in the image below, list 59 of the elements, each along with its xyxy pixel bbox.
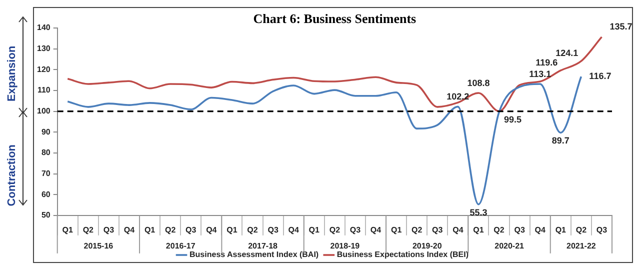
x-tick-label: Q3 [514, 225, 526, 234]
x-tick-label: Q3 [596, 225, 608, 234]
y-tick-label: 70 [41, 168, 51, 178]
data-label: 99.5 [504, 114, 522, 124]
x-tick-label: Q2 [412, 225, 423, 234]
y-tick-label: 130 [36, 44, 51, 54]
x-tick-label: Q4 [288, 225, 300, 234]
x-tick-label: Q4 [452, 225, 464, 234]
x-tick-label: Q2 [82, 225, 94, 234]
data-label: 89.7 [552, 136, 570, 146]
x-tick-label: Q3 [103, 225, 115, 234]
text: 2020-21 [494, 242, 525, 251]
x-tick-label: Q3 [268, 225, 279, 234]
chart-title: Chart 6: Business Sentiments [253, 10, 416, 26]
x-tick-label: Q3 [432, 225, 444, 234]
x-tick-label: Q1 [390, 225, 402, 234]
legend-label: Business Assessment Index (BAI) [190, 250, 319, 260]
x-tick-label: Q2 [247, 225, 258, 234]
x-tick-label: Q1 [555, 225, 567, 234]
y-tick-label: 120 [36, 64, 51, 74]
text: Expansion [6, 46, 18, 102]
x-tick-label: Q2 [164, 225, 176, 234]
text: 2016-17 [166, 242, 196, 251]
y-tick-label: 90 [41, 127, 51, 136]
x-tick-label: Q3 [350, 225, 362, 234]
x-tick-label: Q4 [124, 225, 136, 234]
x-tick-label: Q3 [186, 225, 197, 234]
x-tick-label: Q4 [534, 225, 546, 234]
y-tick-label: 110 [37, 86, 51, 95]
y-tick-label: 140 [36, 23, 51, 32]
x-tick-label: Q1 [144, 225, 156, 234]
y-tick-label: 80 [41, 148, 51, 158]
x-tick-label: Q4 [370, 225, 382, 234]
data-label: 108.8 [467, 78, 490, 88]
x-tick-label: Q1 [473, 225, 484, 234]
x-tick-label: Q1 [226, 225, 238, 234]
y-tick-label: 100 [36, 106, 51, 116]
data-label: 55.3 [470, 207, 488, 218]
x-tick-label: Q4 [206, 225, 218, 234]
data-label: 135.7 [610, 21, 632, 32]
x-tick-label: Q2 [329, 225, 341, 234]
data-label: 124.1 [556, 48, 578, 58]
text: 2019-20 [412, 242, 442, 251]
data-label: 116.7 [589, 71, 612, 81]
text: 2017-18 [248, 242, 278, 251]
x-tick-label: Q1 [308, 225, 320, 234]
x-tick-label: Q2 [494, 225, 505, 234]
x-tick-label: Q1 [62, 225, 74, 234]
data-label: 113.1 [529, 68, 552, 79]
text: 2018-19 [330, 242, 360, 251]
y-tick-label: 50 [41, 210, 51, 220]
legend-label: Business Expectations Index (BEI) [336, 250, 469, 260]
text: Contraction [6, 144, 18, 206]
x-tick-label: Q2 [576, 225, 588, 234]
data-label: 119.6 [536, 57, 558, 68]
data-label: 102.2 [446, 92, 470, 102]
text: 2015-16 [84, 242, 114, 251]
text: 2021-22 [566, 242, 596, 251]
y-tick-label: 60 [41, 190, 51, 199]
